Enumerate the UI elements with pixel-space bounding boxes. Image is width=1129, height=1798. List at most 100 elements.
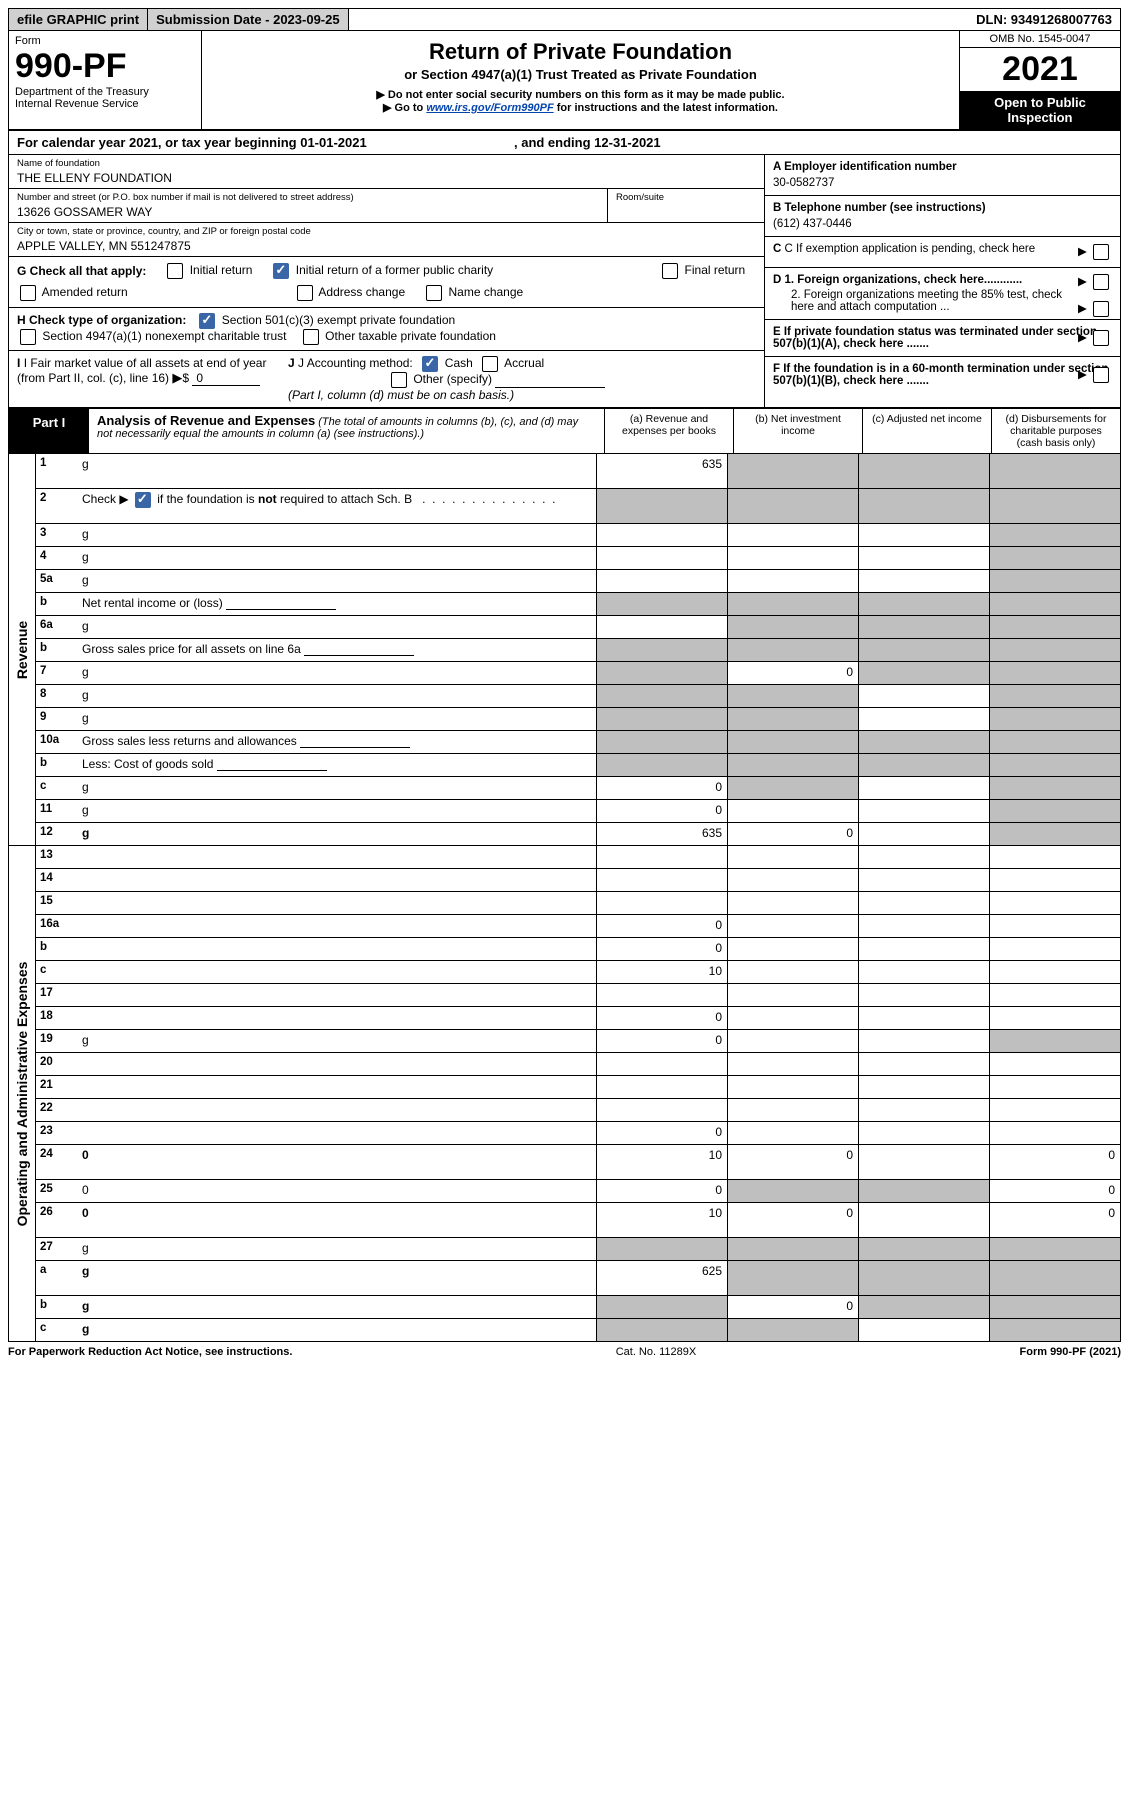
row-desc [78, 938, 596, 960]
table-row: 4g [36, 547, 1120, 570]
page-footer: For Paperwork Reduction Act Notice, see … [8, 1342, 1121, 1362]
chk-501c3[interactable] [199, 313, 215, 329]
form-header: Form 990-PF Department of the Treasury I… [8, 31, 1121, 131]
row-desc [78, 869, 596, 891]
row-num: 12 [36, 823, 78, 845]
section-c: C C If exemption application is pending,… [765, 237, 1120, 268]
table-row: cg0 [36, 777, 1120, 800]
row-desc: g [78, 685, 596, 707]
row-desc: Check ▶ if the foundation is not require… [78, 489, 596, 523]
row-desc [78, 1007, 596, 1029]
chk-d2[interactable] [1093, 301, 1109, 317]
row-num: 1 [36, 454, 78, 488]
room-label: Room/suite [616, 192, 756, 203]
row-desc [78, 1122, 596, 1144]
form-subtitle: or Section 4947(a)(1) Trust Treated as P… [212, 67, 949, 82]
phone-value: (612) 437-0446 [773, 214, 1112, 230]
instructions-link[interactable]: www.irs.gov/Form990PF [426, 102, 553, 114]
table-row: 13 [36, 846, 1120, 869]
c-label: C If exemption application is pending, c… [785, 243, 1036, 255]
row-num: 4 [36, 547, 78, 569]
expenses-text: Operating and Administrative Expenses [14, 961, 30, 1226]
row-desc: g [78, 454, 596, 488]
row-num: a [36, 1261, 78, 1295]
tax-year: 2021 [960, 48, 1120, 91]
chk-initial-former[interactable] [273, 263, 289, 279]
chk-final-return[interactable] [662, 263, 678, 279]
chk-name-change[interactable] [426, 285, 442, 301]
footer-mid: Cat. No. 11289X [292, 1346, 1019, 1358]
row-desc: Gross sales less returns and allowances [78, 731, 596, 753]
chk-amended[interactable] [20, 285, 36, 301]
row-desc: g [78, 1261, 596, 1295]
table-row: bg0 [36, 1296, 1120, 1319]
table-row: 12g6350 [36, 823, 1120, 845]
row-desc: g [78, 524, 596, 546]
form-title: Return of Private Foundation [212, 39, 949, 65]
j-label: J Accounting method: [298, 356, 413, 370]
row-desc [78, 915, 596, 937]
expenses-side-label: Operating and Administrative Expenses [9, 846, 36, 1341]
chk-other-taxable[interactable] [303, 329, 319, 345]
section-g: G Check all that apply: Initial return I… [9, 257, 764, 308]
row-num: 25 [36, 1180, 78, 1202]
row-desc: 0 [78, 1145, 596, 1179]
chk-d1[interactable] [1093, 274, 1109, 290]
chk-initial-return[interactable] [167, 263, 183, 279]
row-num: 6a [36, 616, 78, 638]
row-desc: g [78, 708, 596, 730]
h-opt3: Other taxable private foundation [325, 329, 496, 343]
col-c-head: (c) Adjusted net income [863, 409, 992, 453]
row-num: 18 [36, 1007, 78, 1029]
revenue-side-label: Revenue [9, 454, 36, 845]
table-row: bLess: Cost of goods sold [36, 754, 1120, 777]
chk-accrual[interactable] [482, 356, 498, 372]
j-accrual: Accrual [504, 356, 544, 370]
part1-title: Analysis of Revenue and Expenses [97, 413, 315, 428]
section-j: J J Accounting method: Cash Accrual Othe… [280, 351, 764, 407]
row-num: 15 [36, 892, 78, 914]
chk-schb[interactable] [135, 492, 151, 508]
chk-other-method[interactable] [391, 372, 407, 388]
chk-address-change[interactable] [297, 285, 313, 301]
table-row: c10 [36, 961, 1120, 984]
chk-e[interactable] [1093, 330, 1109, 346]
chk-c[interactable] [1093, 244, 1109, 260]
g-opt-4: Address change [318, 285, 405, 299]
chk-4947[interactable] [20, 329, 36, 345]
note2-post: for instructions and the latest informat… [554, 102, 778, 114]
row-desc: Net rental income or (loss) [78, 593, 596, 615]
city-cell: City or town, state or province, country… [9, 223, 764, 257]
table-row: 20 [36, 1053, 1120, 1076]
ein-value: 30-0582737 [773, 173, 1112, 189]
row-num: 5a [36, 570, 78, 592]
row-num: 24 [36, 1145, 78, 1179]
row-desc [78, 892, 596, 914]
table-row: 230 [36, 1122, 1120, 1145]
row-desc: g [78, 1319, 596, 1341]
h-opt1: Section 501(c)(3) exempt private foundat… [222, 313, 455, 327]
table-row: 5ag [36, 570, 1120, 593]
row-num: 19 [36, 1030, 78, 1052]
row-desc [78, 1076, 596, 1098]
revenue-table: Revenue 1g6352Check ▶ if the foundation … [8, 454, 1121, 846]
row-num: b [36, 1296, 78, 1318]
row-num: b [36, 754, 78, 776]
chk-cash[interactable] [422, 356, 438, 372]
col-a-head: (a) Revenue and expenses per books [605, 409, 734, 453]
expense-rows: 13141516a0b0c101718019g02021222302401000… [36, 846, 1120, 1341]
row-num: 16a [36, 915, 78, 937]
header-center: Return of Private Foundation or Section … [202, 31, 959, 129]
i-value: 0 [192, 371, 260, 386]
chk-f[interactable] [1093, 367, 1109, 383]
row-num: 9 [36, 708, 78, 730]
section-e: E If private foundation status was termi… [765, 320, 1120, 357]
row-desc: g [78, 570, 596, 592]
row-desc: g [78, 662, 596, 684]
table-row: 2Check ▶ if the foundation is not requir… [36, 489, 1120, 524]
footer-left: For Paperwork Reduction Act Notice, see … [8, 1346, 292, 1358]
row-desc: g [78, 616, 596, 638]
row-num: 2 [36, 489, 78, 523]
table-row: 7g0 [36, 662, 1120, 685]
efile-print-button[interactable]: efile GRAPHIC print [9, 9, 148, 30]
